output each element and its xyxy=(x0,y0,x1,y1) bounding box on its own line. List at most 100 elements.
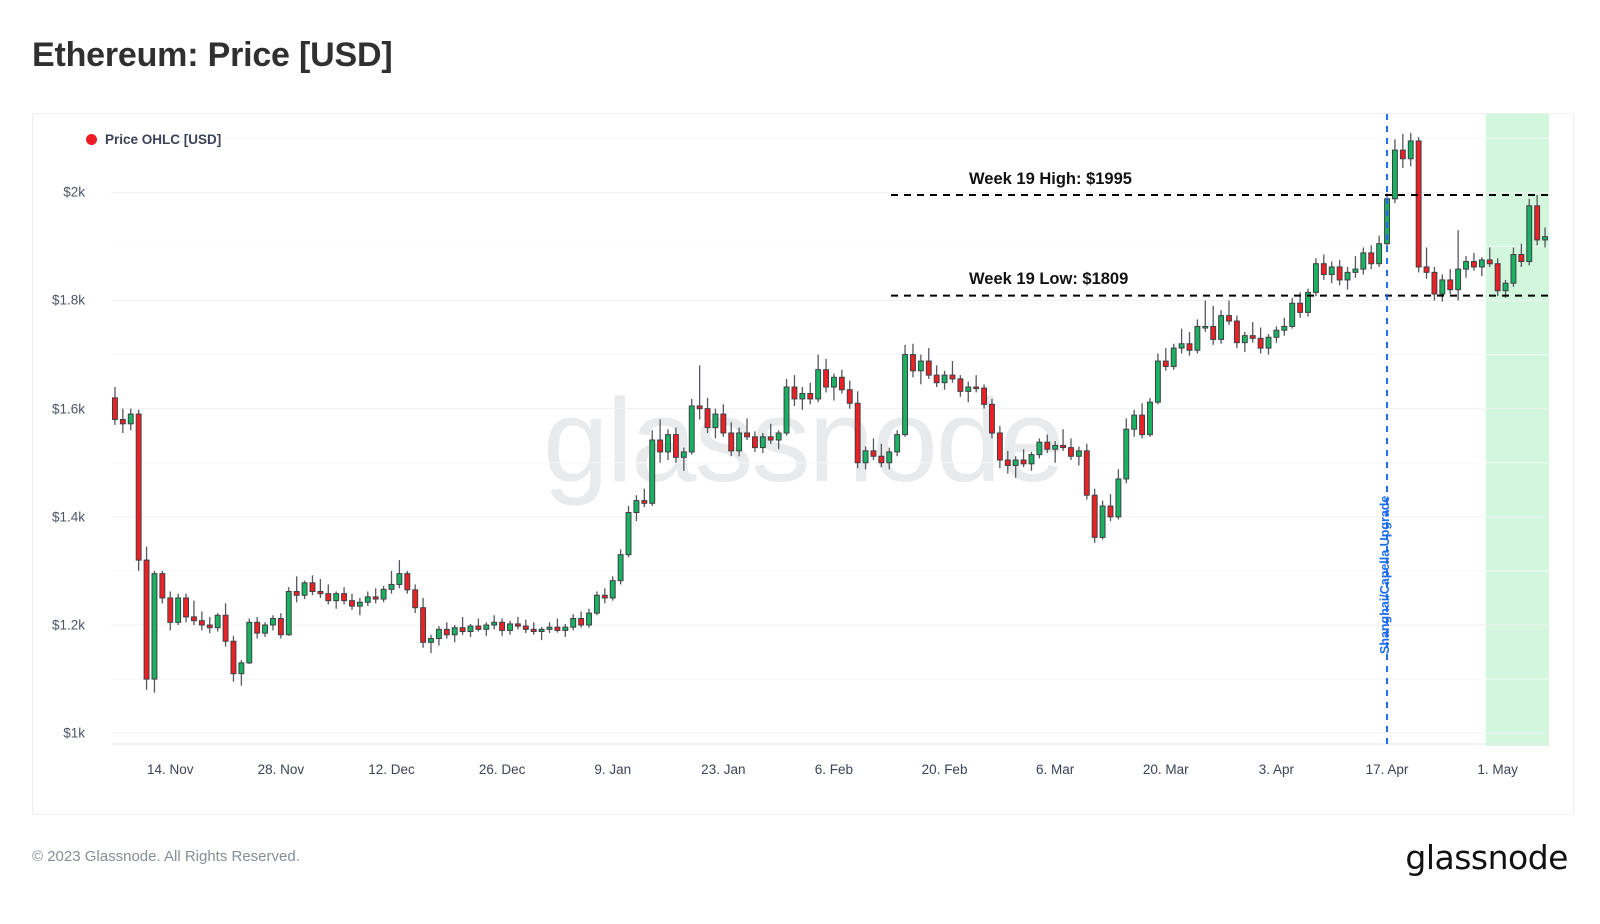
candlestick xyxy=(1463,256,1469,278)
candlestick xyxy=(1091,488,1098,543)
candlestick xyxy=(293,576,300,603)
brand-logo: glassnode xyxy=(1405,838,1568,877)
candlestick xyxy=(593,591,600,616)
candlestick xyxy=(570,614,577,631)
candlestick xyxy=(1186,331,1193,356)
candlestick xyxy=(831,373,837,401)
chart-legend[interactable]: Price OHLC [USD] xyxy=(86,132,221,147)
y-axis-tick-label: $1k xyxy=(63,725,85,741)
candlestick xyxy=(277,613,284,639)
candlestick xyxy=(1518,243,1525,267)
candlestick xyxy=(578,611,585,628)
x-axis-tick-label: 14. Nov xyxy=(146,762,194,777)
candlestick xyxy=(1368,245,1375,270)
candlestick xyxy=(799,387,806,410)
candlestick xyxy=(665,429,671,461)
candlestick xyxy=(1233,315,1240,349)
candlestick xyxy=(159,570,166,604)
candlestick xyxy=(1407,132,1414,167)
candlestick xyxy=(191,600,197,626)
candlestick xyxy=(1154,353,1161,405)
candlestick xyxy=(1178,328,1185,354)
candlestick xyxy=(996,425,1003,469)
candlestick xyxy=(538,627,545,641)
candlestick xyxy=(1226,300,1232,325)
candlestick xyxy=(175,593,182,626)
candlestick xyxy=(751,431,758,452)
candlestick xyxy=(1044,434,1051,454)
candlestick xyxy=(372,588,379,604)
candlestick xyxy=(507,620,513,635)
candlestick xyxy=(949,361,956,383)
candlestick-plot[interactable] xyxy=(33,114,1574,815)
candlestick xyxy=(396,560,403,589)
candlestick xyxy=(420,597,427,648)
candlestick xyxy=(862,446,869,470)
event-line-label: Shanghai/Capella Upgrade xyxy=(1378,495,1393,654)
candlestick xyxy=(838,369,845,394)
candlestick xyxy=(1273,326,1280,343)
candlestick xyxy=(1439,274,1446,302)
candlestick xyxy=(1012,456,1019,478)
week-low-label: Week 19 Low: $1809 xyxy=(969,269,1129,288)
candlestick xyxy=(349,593,355,610)
x-axis-tick-label: 6. Mar xyxy=(1036,762,1075,777)
candlestick xyxy=(135,409,142,571)
candlestick xyxy=(1241,331,1248,352)
candlestick xyxy=(601,588,608,604)
candlestick xyxy=(1123,418,1130,484)
candlestick xyxy=(696,365,703,420)
candlestick xyxy=(451,625,458,643)
candlestick xyxy=(309,575,316,596)
candlestick xyxy=(657,419,664,463)
y-axis-tick-label: $2k xyxy=(63,184,85,200)
candlestick xyxy=(246,618,253,664)
candlestick xyxy=(214,613,221,632)
candlestick xyxy=(625,506,632,558)
candlestick xyxy=(325,584,332,605)
candlestick xyxy=(206,616,213,634)
candlestick xyxy=(483,622,490,636)
candlestick xyxy=(823,358,829,393)
candlestick xyxy=(586,608,592,628)
candlestick xyxy=(1052,441,1059,463)
candlestick xyxy=(1494,258,1501,297)
candlestick xyxy=(127,408,134,431)
candlestick xyxy=(1131,409,1138,437)
candlestick xyxy=(688,398,695,455)
candlestick xyxy=(467,623,474,637)
candlestick xyxy=(546,622,553,634)
candlestick xyxy=(270,615,276,631)
legend-label: Price OHLC [USD] xyxy=(105,132,222,147)
candlestick xyxy=(894,430,901,457)
x-axis-tick-label: 26. Dec xyxy=(478,762,526,777)
candlestick xyxy=(1202,300,1209,332)
candlestick xyxy=(562,623,569,637)
x-axis-tick-label: 3. Apr xyxy=(1258,762,1295,777)
candlestick xyxy=(925,348,932,379)
candlestick xyxy=(957,375,964,397)
candlestick xyxy=(1455,230,1462,301)
candlestick xyxy=(1360,247,1367,275)
candlestick xyxy=(1320,254,1327,280)
candlestick xyxy=(412,584,419,614)
x-axis-tick-label: 12. Dec xyxy=(368,762,415,777)
candlestick xyxy=(1265,334,1272,355)
candlestick xyxy=(1004,450,1011,474)
candlestick xyxy=(649,430,656,507)
candlestick xyxy=(1542,227,1548,248)
candlestick xyxy=(917,354,924,385)
candlestick xyxy=(198,611,205,631)
candlestick xyxy=(364,591,371,607)
candlestick xyxy=(728,422,735,457)
candlestick xyxy=(989,398,995,439)
candlestick xyxy=(1139,403,1146,439)
candlestick xyxy=(1376,235,1383,267)
candlestick xyxy=(1391,139,1398,204)
y-axis-tick-label: $1.2k xyxy=(51,617,85,633)
candlestick xyxy=(522,619,529,634)
candlestick xyxy=(1068,438,1074,461)
candlestick xyxy=(1344,266,1351,290)
candlestick xyxy=(759,433,766,454)
